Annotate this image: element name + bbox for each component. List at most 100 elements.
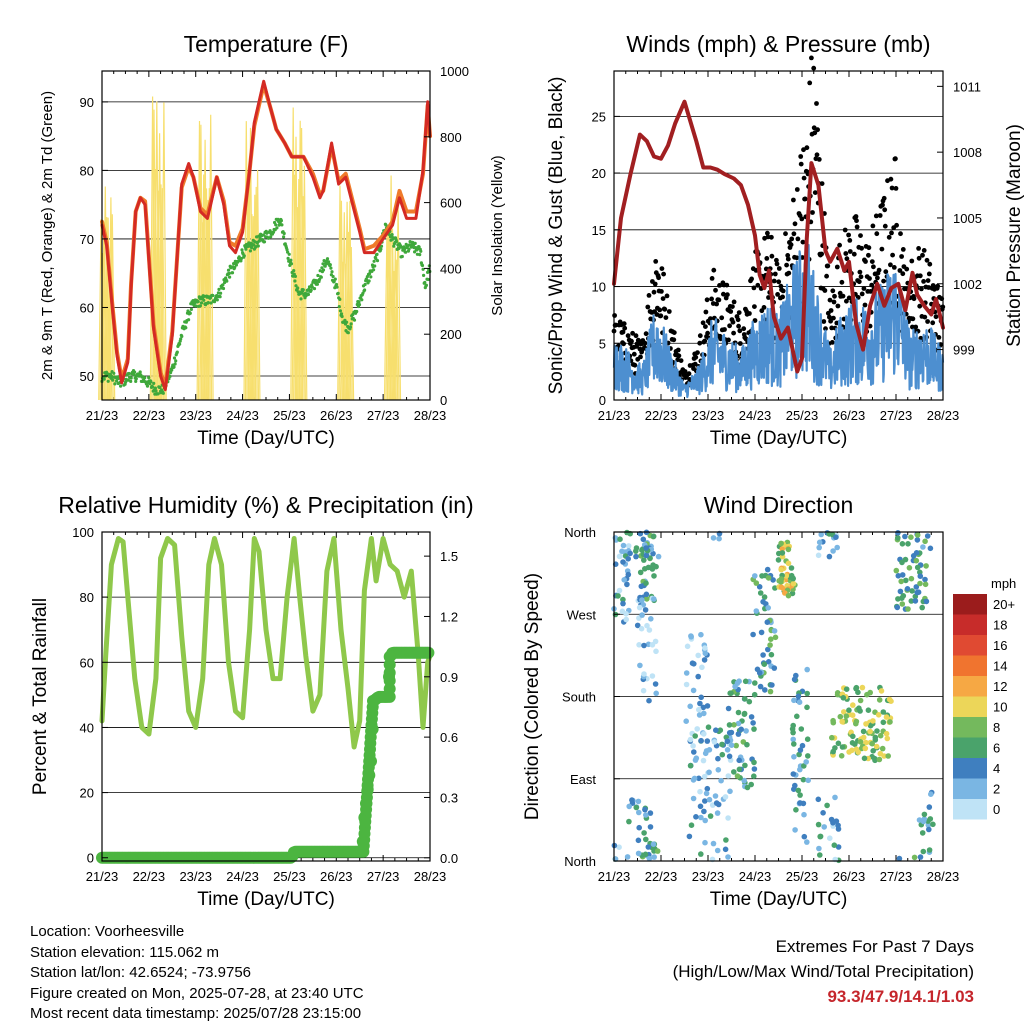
gust-point bbox=[657, 307, 663, 313]
gust-point bbox=[724, 282, 730, 288]
direction-point bbox=[816, 544, 822, 551]
x-tick-label: 25/23 bbox=[273, 869, 306, 884]
gust-point bbox=[741, 326, 747, 332]
direction-point bbox=[751, 773, 757, 779]
direction-point bbox=[872, 737, 879, 743]
colorbar: mph 20+ 18 16 14 12 10 8 6 4 2 0 bbox=[953, 576, 1016, 820]
direction-point bbox=[765, 659, 772, 665]
direction-point bbox=[741, 777, 747, 784]
dewpoint-point bbox=[384, 223, 388, 227]
direction-point bbox=[791, 786, 797, 792]
gust-point bbox=[927, 261, 933, 267]
direction-point bbox=[640, 536, 647, 543]
direction-point bbox=[633, 804, 640, 811]
rainfall-point bbox=[383, 650, 396, 663]
gust-point bbox=[844, 256, 850, 262]
gust-point bbox=[697, 333, 703, 339]
gust-point bbox=[659, 289, 664, 294]
x-tick-label: 21/23 bbox=[598, 408, 631, 423]
gust-point bbox=[873, 213, 879, 219]
gust-point bbox=[727, 323, 732, 329]
x-tick-label: 26/23 bbox=[320, 408, 353, 423]
x-tick-label: 24/23 bbox=[739, 869, 772, 884]
direction-point bbox=[641, 671, 647, 677]
direction-point bbox=[805, 777, 811, 784]
gust-point bbox=[828, 318, 833, 324]
plot-border bbox=[101, 70, 431, 401]
direction-point bbox=[710, 840, 717, 847]
direction-point bbox=[896, 855, 903, 862]
dewpoint-point bbox=[338, 309, 342, 313]
direction-point bbox=[646, 855, 653, 862]
direction-point bbox=[635, 798, 642, 805]
direction-point bbox=[653, 690, 659, 697]
dewpoint-point bbox=[209, 301, 213, 305]
direction-point bbox=[644, 622, 650, 629]
dewpoint-point bbox=[357, 303, 362, 307]
gust-point bbox=[709, 276, 715, 281]
x-tick-label: 27/23 bbox=[367, 869, 400, 884]
direction-point bbox=[690, 687, 697, 694]
direction-point bbox=[636, 809, 642, 816]
gust-point bbox=[695, 350, 700, 355]
direction-point bbox=[698, 851, 704, 857]
solar-spike bbox=[108, 197, 114, 401]
direction-point bbox=[911, 854, 918, 861]
gust-point bbox=[921, 248, 927, 253]
direction-point bbox=[850, 733, 856, 740]
direction-point bbox=[788, 565, 795, 571]
x-tick-label: 22/23 bbox=[133, 408, 166, 423]
dewpoint-point bbox=[355, 309, 359, 314]
direction-point bbox=[765, 646, 771, 653]
dewpoint-point bbox=[421, 267, 425, 271]
direction-point bbox=[701, 808, 707, 815]
gust-point bbox=[881, 195, 887, 201]
direction-point bbox=[626, 818, 632, 825]
direction-point bbox=[899, 601, 906, 607]
dewpoint-point bbox=[180, 334, 184, 338]
gust-point bbox=[804, 145, 810, 151]
dewpoint-point bbox=[202, 298, 206, 302]
direction-point bbox=[693, 755, 700, 761]
colorbar-swatch bbox=[953, 594, 987, 615]
solar-spike bbox=[301, 165, 308, 401]
direction-point bbox=[738, 726, 744, 733]
gust-point bbox=[871, 264, 876, 270]
dewpoint-point bbox=[424, 283, 428, 287]
gust-point bbox=[788, 242, 794, 248]
direction-point bbox=[914, 564, 921, 571]
direction-point bbox=[706, 747, 713, 753]
gust-point bbox=[925, 278, 931, 283]
x-tick-label: 23/23 bbox=[179, 869, 212, 884]
gust-point bbox=[633, 333, 639, 339]
dewpoint-point bbox=[319, 275, 323, 279]
direction-point bbox=[923, 598, 930, 605]
dewpoint-point bbox=[418, 253, 422, 257]
direction-point bbox=[742, 678, 749, 685]
gust-point bbox=[819, 181, 825, 187]
gust-point bbox=[883, 269, 889, 275]
direction-point bbox=[880, 709, 887, 715]
direction-point bbox=[683, 670, 690, 676]
gust-point bbox=[812, 190, 818, 196]
x-tick-label: 22/23 bbox=[645, 869, 678, 884]
station-info: Location: Voorheesville Station elevatio… bbox=[30, 922, 364, 1025]
y-tick-label: 25 bbox=[592, 109, 606, 124]
direction-point bbox=[830, 548, 836, 554]
direction-point bbox=[732, 683, 738, 690]
direction-point bbox=[850, 702, 856, 708]
direction-point bbox=[839, 744, 846, 750]
direction-point bbox=[835, 740, 842, 747]
direction-point bbox=[895, 535, 901, 541]
y-tick-label: North bbox=[564, 525, 596, 540]
dewpoint-point bbox=[334, 282, 339, 287]
direction-point bbox=[804, 839, 810, 845]
direction-point bbox=[706, 796, 713, 803]
direction-point bbox=[651, 573, 657, 579]
direction-point bbox=[857, 697, 864, 704]
direction-point bbox=[701, 773, 708, 780]
x-tick-label: 27/23 bbox=[880, 408, 913, 423]
dewpoint-point bbox=[420, 263, 425, 268]
dewpoint-point bbox=[325, 257, 330, 261]
direction-point bbox=[768, 636, 774, 642]
